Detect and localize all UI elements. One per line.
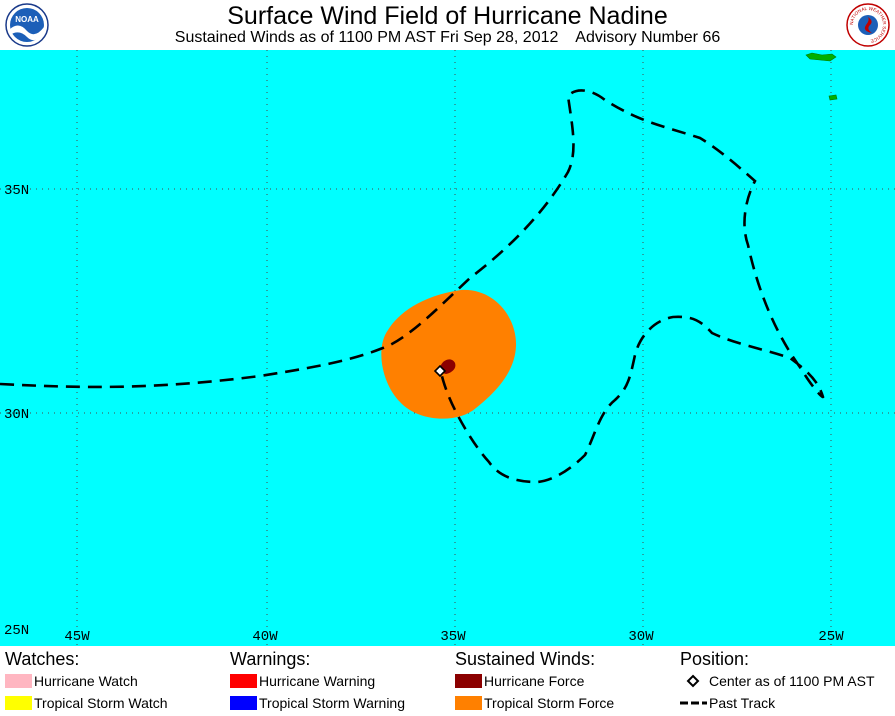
legend-label: Hurricane Watch [34, 673, 138, 689]
lat-label: 35N [4, 183, 29, 199]
legend-label: Past Track [709, 695, 776, 711]
hurricane-watch-swatch [5, 674, 32, 688]
legend-item-hurricane-watch: Hurricane Watch [5, 670, 168, 692]
legend-label: Tropical Storm Watch [34, 695, 168, 711]
legend-heading: Sustained Winds: [455, 649, 596, 669]
noaa-logo-text: NOAA [15, 15, 39, 24]
legend-item-center: Center as of 1100 PM AST [680, 670, 875, 692]
dashed-line-icon [680, 701, 707, 705]
lon-label: 40W [252, 629, 278, 645]
lon-label: 45W [64, 629, 90, 645]
lon-label: 35W [440, 629, 466, 645]
tropical-storm-force-swatch [455, 696, 482, 710]
legend-item-past-track: Past Track [680, 692, 875, 714]
legend-item-tropical-storm-watch: Tropical Storm Watch [5, 692, 168, 714]
island [828, 94, 838, 101]
wind-field-map: 35N 30N 25N 45W 40W 35W 30W 25W [0, 50, 895, 646]
legend-heading: Warnings: [230, 649, 311, 669]
map-legend: Watches: Hurricane Watch Tropical Storm … [0, 646, 895, 716]
legend-label: Hurricane Warning [259, 673, 376, 689]
island [805, 52, 837, 62]
past-track-line [0, 89, 825, 484]
legend-heading: Watches: [5, 649, 80, 669]
legend-heading: Position: [680, 649, 750, 669]
legend-item-hurricane-force: Hurricane Force [455, 670, 614, 692]
legend-position: Position: Center as of 1100 PM AST Past … [680, 648, 875, 714]
legend-label: Tropical Storm Force [484, 695, 615, 711]
noaa-logo-icon: NOAA [5, 3, 49, 47]
page-subtitle: Sustained Winds as of 1100 PM AST Fri Se… [174, 29, 721, 46]
legend-label: Tropical Storm Warning [259, 695, 406, 711]
national-weather-service-logo-icon: NATIONAL WEATHER SERVICE [846, 3, 890, 47]
tropical-storm-warning-swatch [230, 696, 257, 710]
lon-label: 30W [628, 629, 654, 645]
legend-item-tropical-storm-warning: Tropical Storm Warning [230, 692, 405, 714]
hurricane-warning-swatch [230, 674, 257, 688]
header: NOAA Surface Wind Field of Hurricane Nad… [0, 0, 895, 50]
storm-center-marker [433, 364, 447, 378]
legend-sustained-winds: Sustained Winds: Hurricane Force Tropica… [455, 648, 614, 714]
hurricane-force-swatch [455, 674, 482, 688]
azores-islands [805, 52, 838, 101]
legend-item-tropical-storm-force: Tropical Storm Force [455, 692, 614, 714]
legend-warnings: Warnings: Hurricane Warning Tropical Sto… [230, 648, 405, 714]
diamond-marker-icon [686, 674, 700, 688]
tropical-storm-force-wind-area [381, 289, 517, 419]
legend-label: Center as of 1100 PM AST [709, 673, 875, 689]
legend-item-hurricane-warning: Hurricane Warning [230, 670, 405, 692]
legend-label: Hurricane Force [484, 673, 585, 689]
page-title: Surface Wind Field of Hurricane Nadine [227, 2, 668, 30]
tropical-storm-watch-swatch [5, 696, 32, 710]
lon-label: 25W [818, 629, 844, 645]
legend-watches: Watches: Hurricane Watch Tropical Storm … [5, 648, 168, 714]
lat-label: 30N [4, 407, 29, 423]
lat-label: 25N [4, 623, 29, 639]
